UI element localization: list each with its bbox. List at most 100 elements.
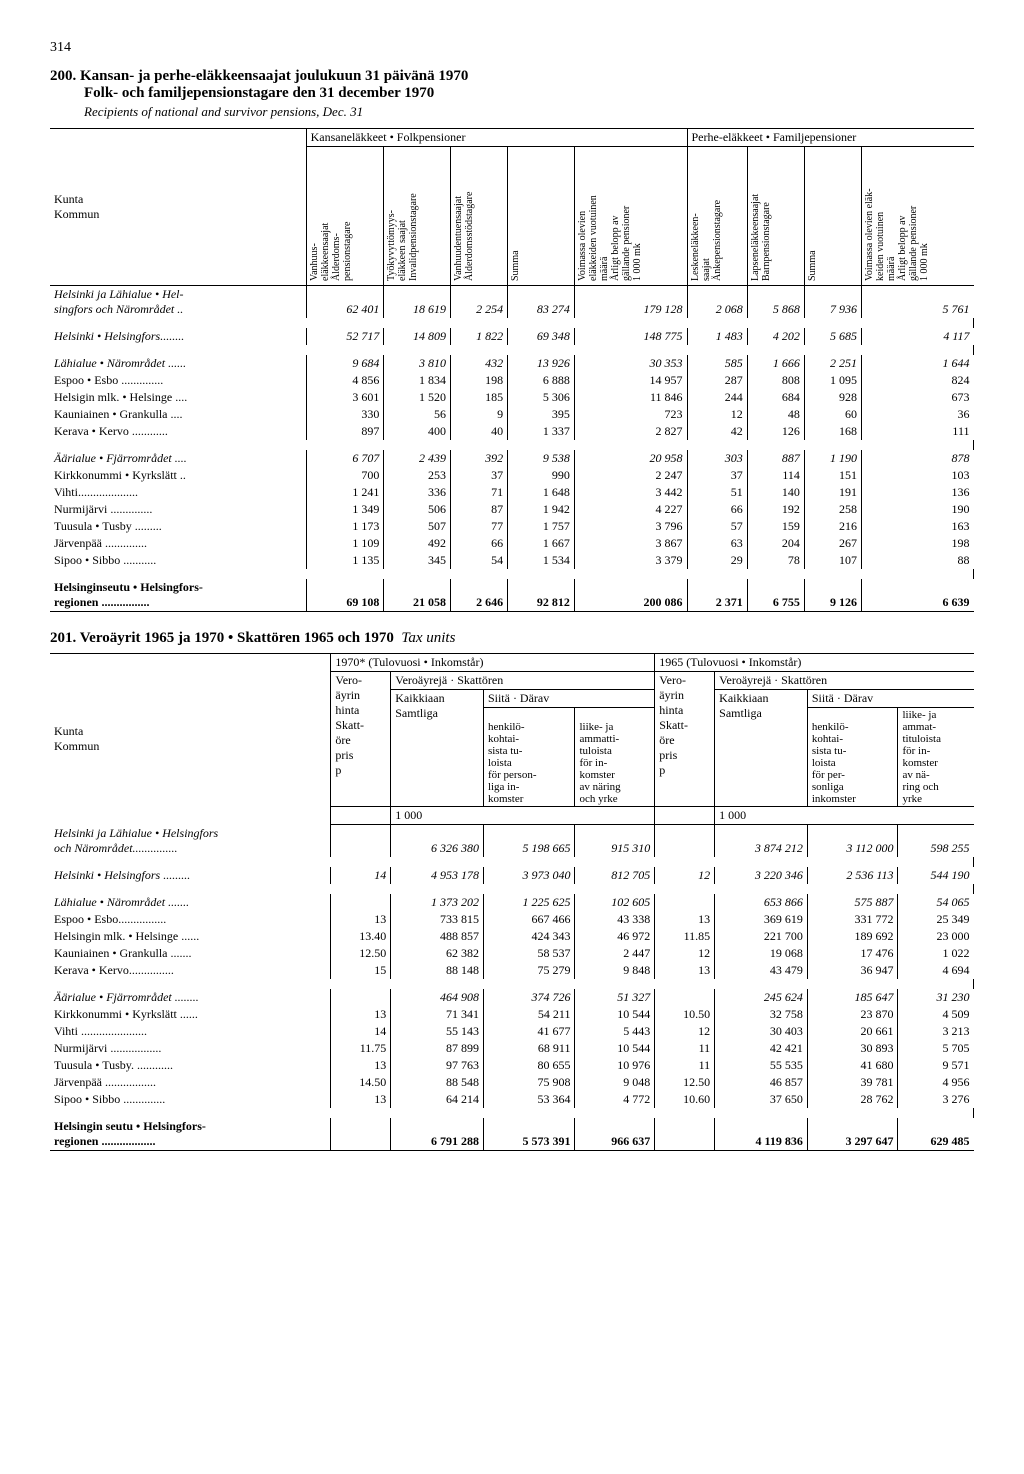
cell: 392 [451, 450, 508, 467]
cell: 168 [804, 423, 861, 440]
cell: 1 135 [306, 552, 384, 569]
cell: 12 [687, 406, 747, 423]
row-label: Espoo • Esbo .............. [50, 372, 306, 389]
cell: 30 403 [715, 1023, 808, 1040]
cell: 928 [804, 389, 861, 406]
cell: 1 095 [804, 372, 861, 389]
cell: 653 866 [715, 894, 808, 911]
col-header: Työkyvyttömyys- eläkkeen saajat Invalidp… [384, 147, 451, 286]
cell: 11 846 [574, 389, 687, 406]
cell: 2 254 [451, 286, 508, 319]
cell: 148 775 [574, 328, 687, 345]
cell: 51 327 [575, 989, 655, 1006]
cell: 80 655 [483, 1057, 575, 1074]
col-siita-1970: Siitä · Därav [483, 690, 654, 708]
cell: 1 666 [747, 355, 804, 372]
cell: 12 [655, 867, 715, 884]
cell: 1 648 [508, 484, 575, 501]
row-label: Äärialue • Fjärrområdet .... [50, 450, 306, 467]
cell: 7 936 [804, 286, 861, 319]
cell: 20 958 [574, 450, 687, 467]
col-siita-1965: Siitä · Därav [807, 690, 973, 708]
cell: 9 048 [575, 1074, 655, 1091]
col-vero-1970: Vero- äyrin hinta Skatt- öre pris p [331, 672, 391, 807]
cell: 11.85 [655, 928, 715, 945]
cell: 103 [862, 467, 974, 484]
cell: 3 297 647 [807, 1118, 898, 1151]
col-header: Summa [804, 147, 861, 286]
cell: 48 [747, 406, 804, 423]
cell: 92 812 [508, 579, 575, 612]
col-skatt-1970: Veroäyrejä · Skattören [391, 672, 655, 690]
row-label: Vihti.................... [50, 484, 306, 501]
unit-1970: 1 000 [391, 807, 655, 825]
cell: 10.60 [655, 1091, 715, 1108]
cell: 114 [747, 467, 804, 484]
cell: 5 306 [508, 389, 575, 406]
cell: 3 810 [384, 355, 451, 372]
cell: 37 [687, 467, 747, 484]
cell: 1 834 [384, 372, 451, 389]
row-label: Kauniainen • Grankulla ....... [50, 945, 331, 962]
cell: 1 241 [306, 484, 384, 501]
cell: 42 421 [715, 1040, 808, 1057]
cell: 25 349 [898, 911, 974, 928]
cell: 55 535 [715, 1057, 808, 1074]
cell: 492 [384, 535, 451, 552]
cell: 14 957 [574, 372, 687, 389]
row-label: Kerava • Kervo ............ [50, 423, 306, 440]
cell: 3 973 040 [483, 867, 575, 884]
cell: 897 [306, 423, 384, 440]
cell: 3 379 [574, 552, 687, 569]
row-label: Nurmijärvi ................. [50, 1040, 331, 1057]
cell: 6 707 [306, 450, 384, 467]
col-henkilo-1970: henkilö- kohtai- sista tu- loista för pe… [483, 708, 575, 807]
cell: 21 058 [384, 579, 451, 612]
row-label: Helsinki ja Lähialue • Hel- singfors och… [50, 286, 306, 319]
group1-header: Kansaneläkkeet • Folkpensioner [306, 129, 687, 147]
cell: 31 230 [898, 989, 974, 1006]
row-label: Tuusula • Tusby. ............ [50, 1057, 331, 1074]
cell: 14.50 [331, 1074, 391, 1091]
cell: 4 956 [898, 1074, 974, 1091]
cell: 17 476 [807, 945, 898, 962]
cell: 13 926 [508, 355, 575, 372]
cell: 2 827 [574, 423, 687, 440]
cell: 6 888 [508, 372, 575, 389]
row-header-label: Kunta Kommun [50, 129, 306, 286]
cell: 185 [451, 389, 508, 406]
cell: 159 [747, 518, 804, 535]
row-label: Kauniainen • Grankulla .... [50, 406, 306, 423]
cell: 71 341 [391, 1006, 484, 1023]
cell: 4 953 178 [391, 867, 484, 884]
cell: 700 [306, 467, 384, 484]
cell: 140 [747, 484, 804, 501]
cell: 400 [384, 423, 451, 440]
cell: 87 [451, 501, 508, 518]
cell: 1 349 [306, 501, 384, 518]
cell: 1 337 [508, 423, 575, 440]
cell: 1 644 [862, 355, 974, 372]
cell: 424 343 [483, 928, 575, 945]
cell: 506 [384, 501, 451, 518]
cell: 13 [331, 1091, 391, 1108]
cell: 12 [655, 945, 715, 962]
cell: 258 [804, 501, 861, 518]
cell: 18 619 [384, 286, 451, 319]
cell: 2 251 [804, 355, 861, 372]
col-header: Lapseneläkkeensaajat Barnpensionstagare [747, 147, 804, 286]
cell: 43 338 [575, 911, 655, 928]
cell: 12.50 [331, 945, 391, 962]
col-header: Vanhuudentuensaajat Ålderdomsstödstagare [451, 147, 508, 286]
cell: 37 650 [715, 1091, 808, 1108]
cell: 87 899 [391, 1040, 484, 1057]
cell: 69 348 [508, 328, 575, 345]
cell: 14 [331, 867, 391, 884]
cell: 544 190 [898, 867, 974, 884]
row-label: Järvenpää ................. [50, 1074, 331, 1091]
cell: 88 148 [391, 962, 484, 979]
cell: 51 [687, 484, 747, 501]
cell: 1 483 [687, 328, 747, 345]
cell: 43 479 [715, 962, 808, 979]
row-label: Kirkkonummi • Kyrkslätt ...... [50, 1006, 331, 1023]
